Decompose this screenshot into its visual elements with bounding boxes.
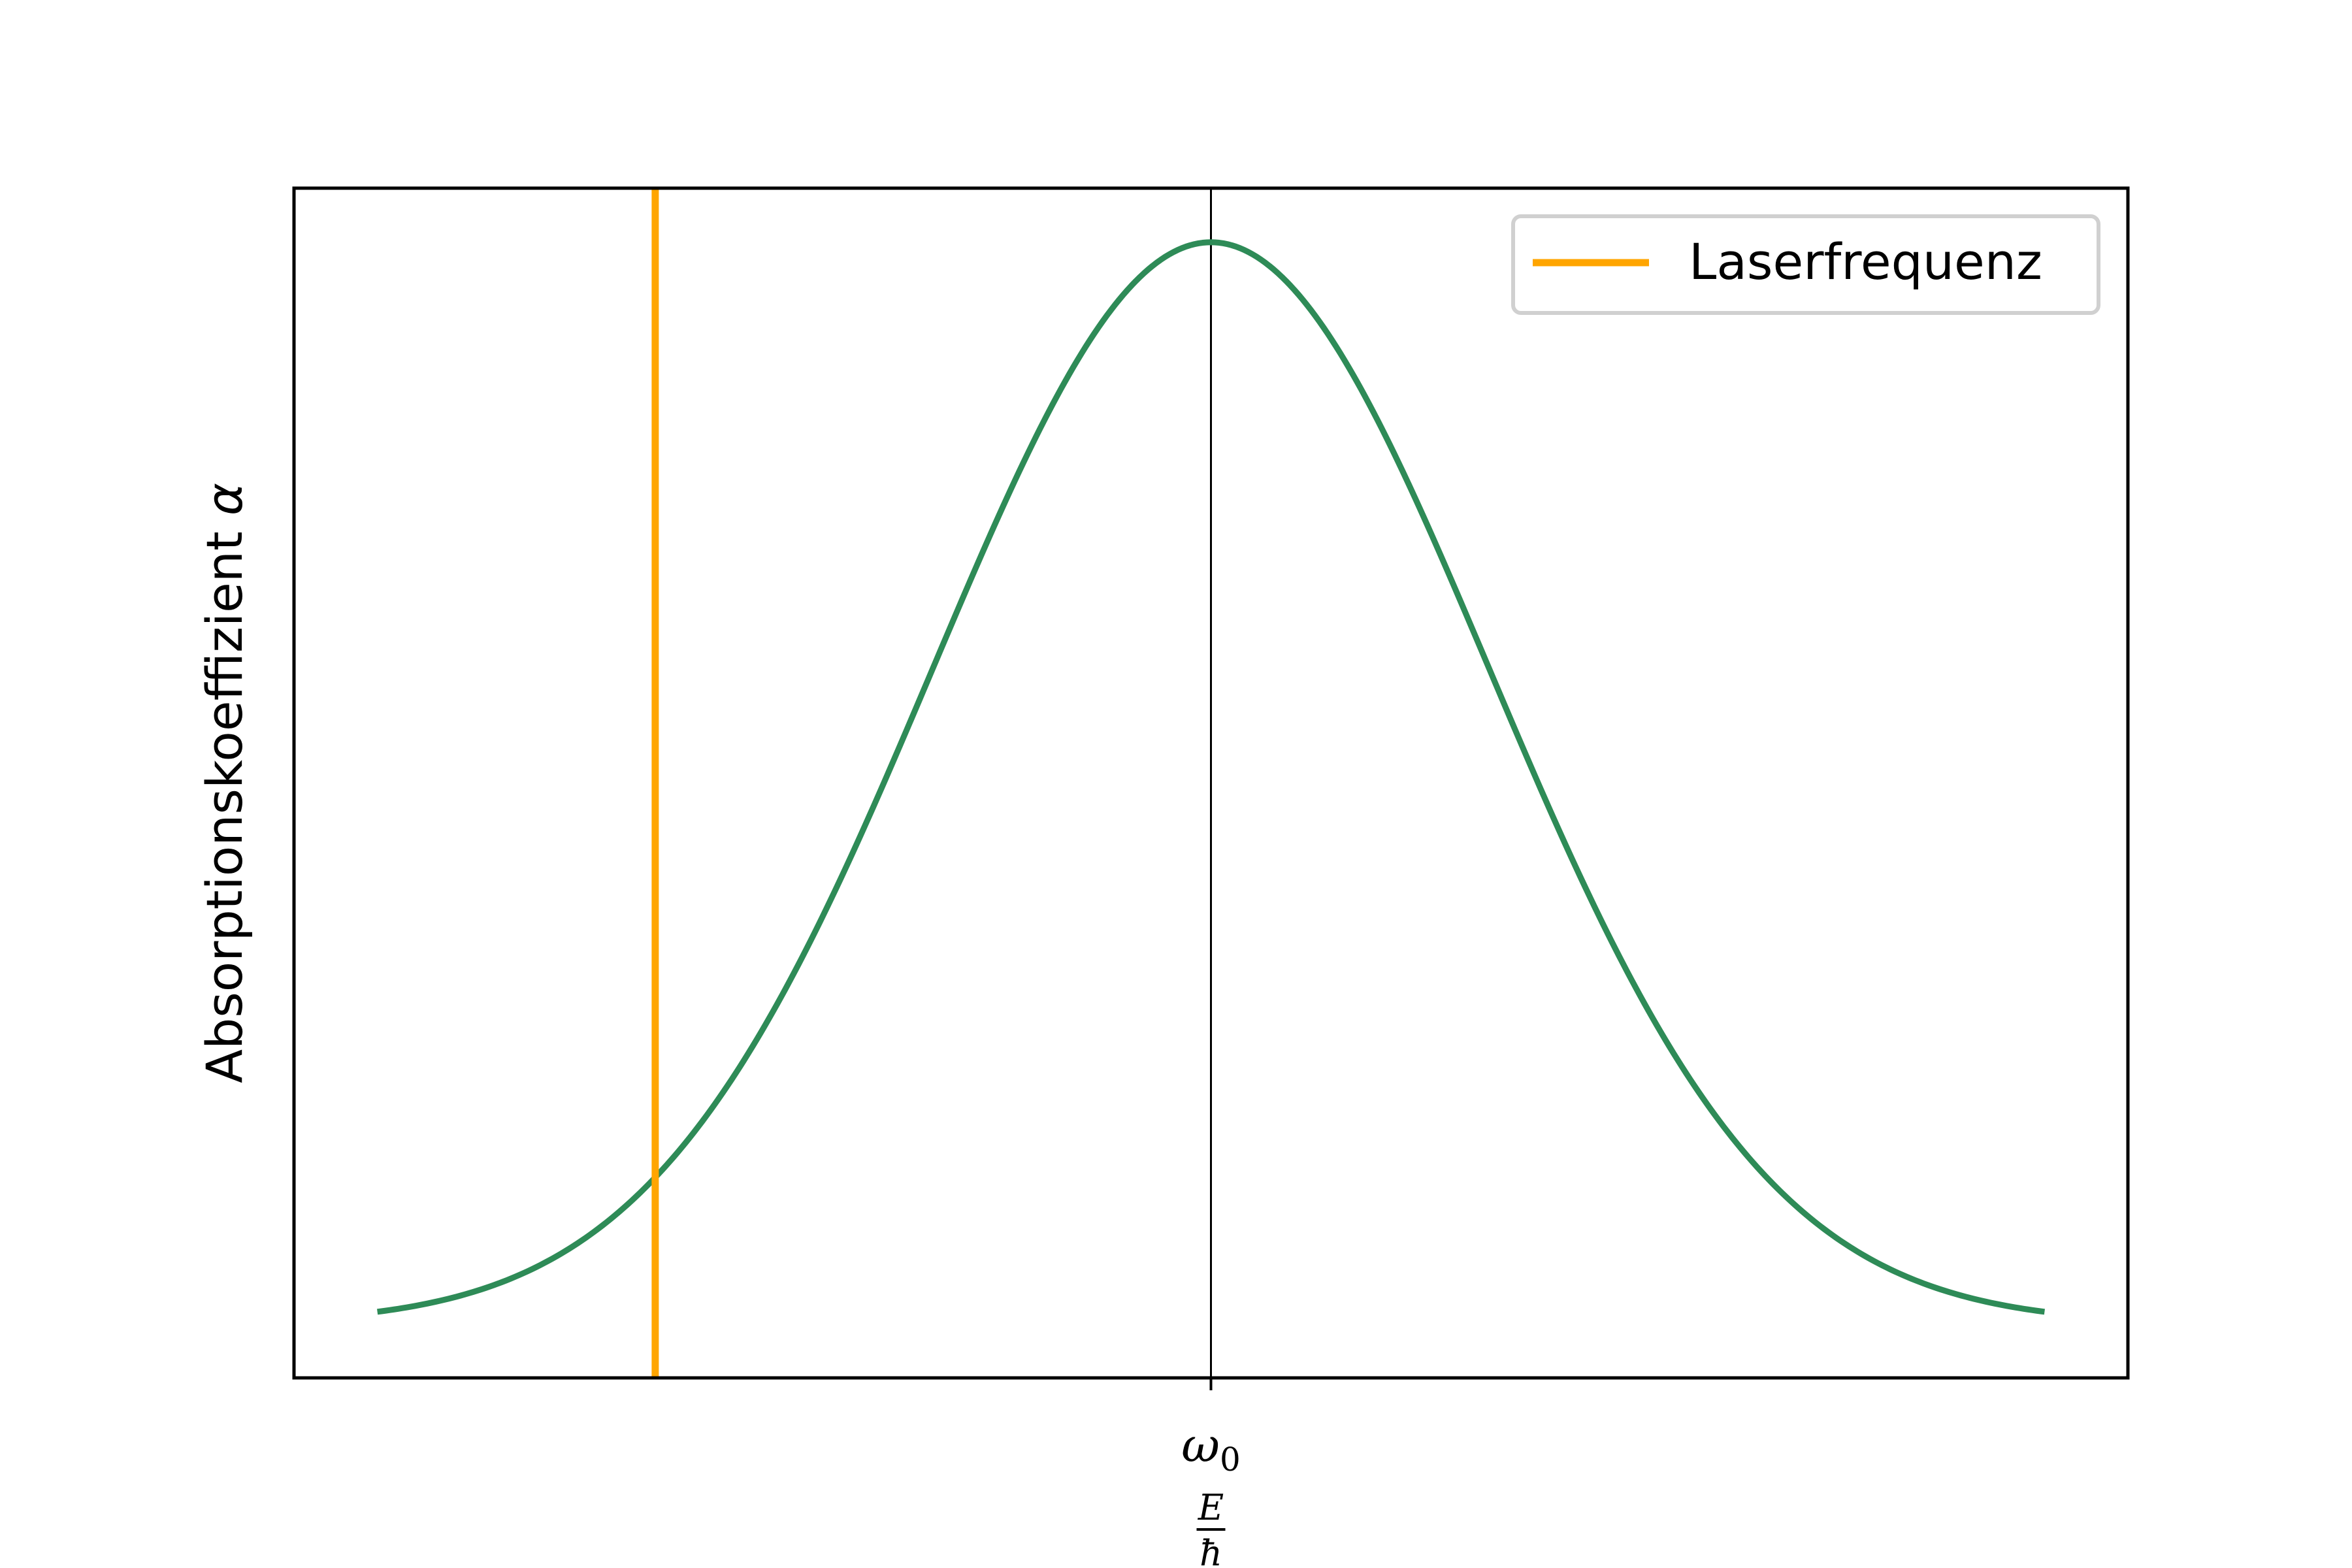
- x-axis-label-denominator: ħ: [1200, 1533, 1222, 1568]
- x-axis-label: E ħ: [1196, 1487, 1226, 1568]
- x-axis-label-numerator: E: [1198, 1487, 1224, 1528]
- legend: Laserfrequenz: [1511, 214, 2100, 315]
- curves-layer: [376, 188, 2046, 1378]
- legend-label-laserfrequenz: Laserfrequenz: [1689, 233, 2042, 291]
- y-axis-label: Absorptionskoeffizient α: [195, 483, 253, 1083]
- legend-box: [1511, 214, 2100, 315]
- x-tick-label: ω0: [1181, 1418, 1241, 1478]
